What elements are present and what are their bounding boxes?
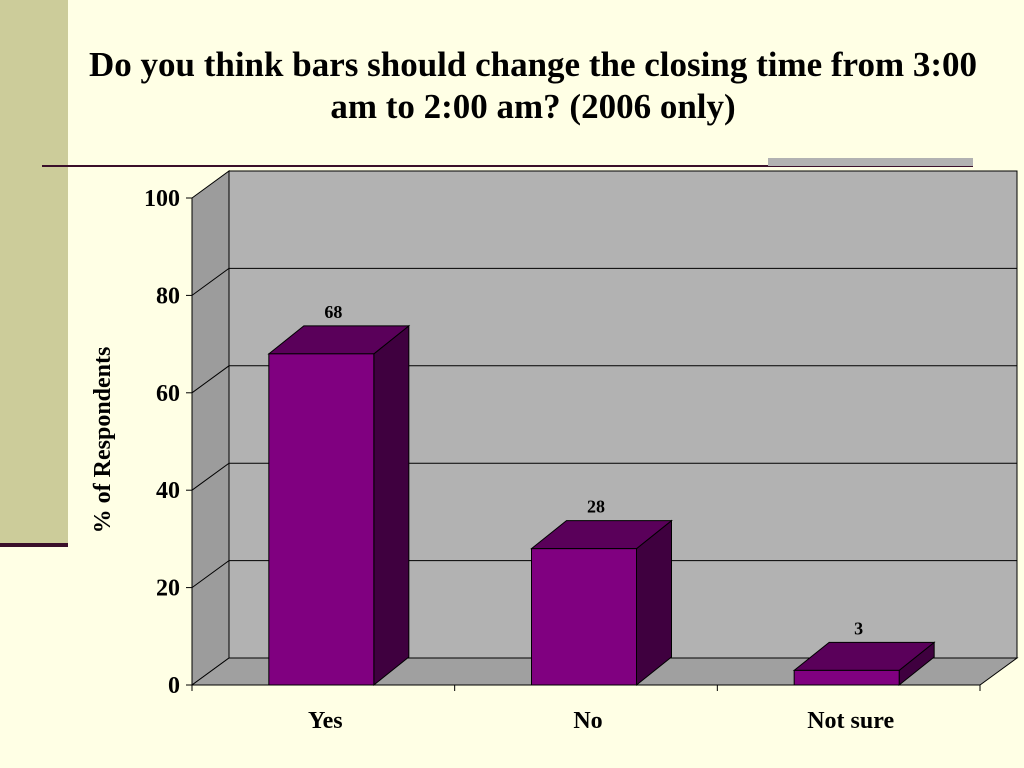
x-tick-label: Not sure [807,708,894,734]
y-tick-label: 40 [156,478,180,504]
sidebar-rule [0,543,68,547]
chart-labels: 0 20 40 60 80 100 68 Yes 28 No 3 Not sure [144,186,894,734]
y-tick-label: 20 [156,576,180,602]
y-tick-label: 100 [144,186,180,212]
x-tick-label: No [573,708,602,734]
x-tick-label: Yes [308,708,343,734]
bar-front [793,669,900,686]
title-divider-rule [42,165,973,167]
bar-front [268,353,375,686]
y-gridline [191,267,1017,296]
chart-side-wall [191,170,230,686]
data-label: 3 [854,618,863,638]
y-gridline [191,365,1017,394]
y-gridline [191,462,1017,491]
slide-title: Do you think bars should change the clos… [88,45,978,126]
y-gridline [191,560,1017,589]
bar-front [531,548,637,686]
data-label: 28 [587,497,605,517]
data-label: 68 [324,302,342,322]
y-tick-label: 80 [156,283,180,309]
slide-sidebar-decoration [0,0,68,545]
y-tick-label: 60 [156,381,180,407]
y-axis-label: % of Respondents [90,347,116,534]
bar [792,641,936,687]
bar-side [373,324,410,687]
y-tick-label: 0 [168,673,180,699]
title-divider-accent [768,158,973,166]
chart-gridlines [191,267,1017,589]
bar [267,324,411,687]
bar [530,519,673,687]
chart-bars [267,324,936,687]
bar-side [636,519,672,687]
